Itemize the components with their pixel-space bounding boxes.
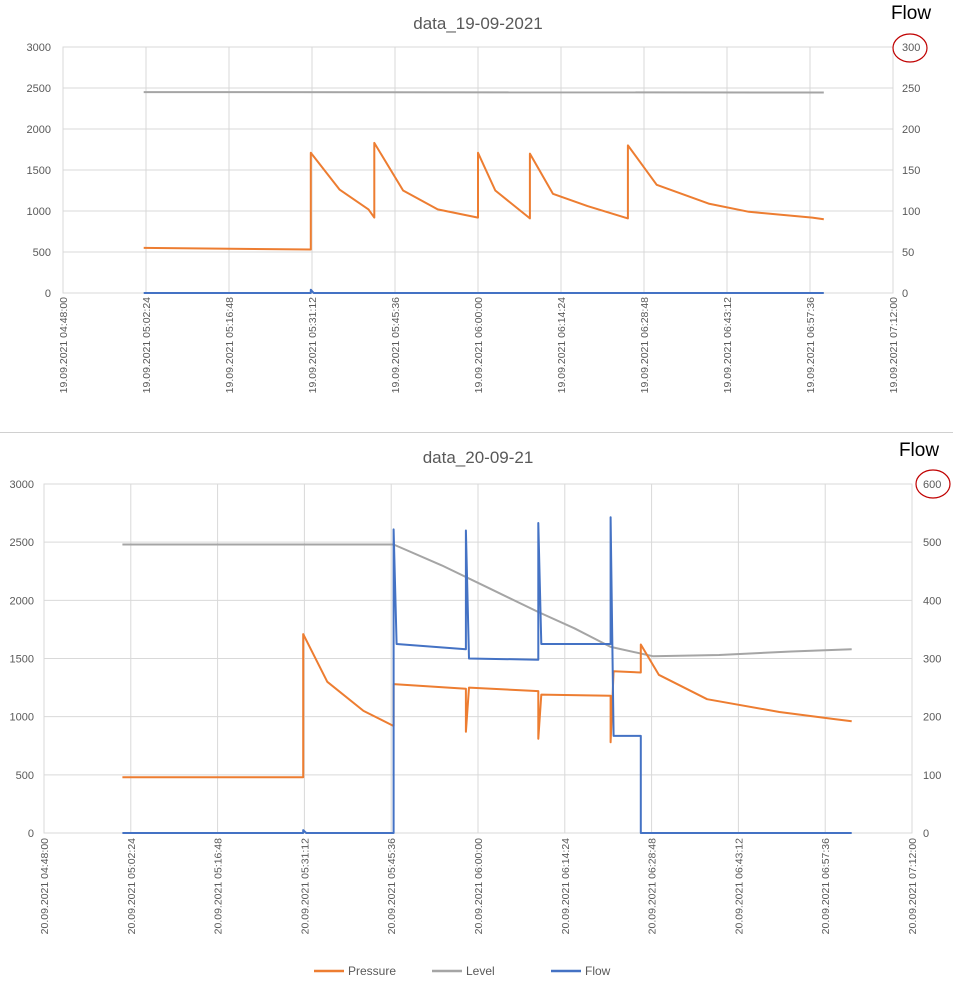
y-right-tick-label: 100 xyxy=(923,770,941,782)
x-tick-label: 19.09.2021 06:28:48 xyxy=(639,297,651,394)
x-tick-label: 19.09.2021 06:43:12 xyxy=(722,297,734,394)
y-right-tick-label: 600 xyxy=(923,479,941,491)
y-left-tick-label: 3000 xyxy=(10,479,34,491)
right-axis-title: Flow xyxy=(891,3,931,24)
x-tick-label: 19.09.2021 06:00:00 xyxy=(473,297,485,394)
y-left-tick-label: 500 xyxy=(16,770,34,782)
x-tick-label: 19.09.2021 05:16:48 xyxy=(224,297,236,394)
x-tick-label: 19.09.2021 05:02:24 xyxy=(141,297,153,394)
y-left-tick-label: 0 xyxy=(45,288,51,300)
legend-label-level: Level xyxy=(466,964,495,978)
series-line-pressure xyxy=(122,633,852,779)
y-right-tick-label: 100 xyxy=(902,206,920,218)
x-tick-label: 19.09.2021 05:45:36 xyxy=(390,297,402,394)
series-line-pressure xyxy=(143,141,824,251)
y-right-tick-label: 250 xyxy=(902,83,920,95)
y-right-tick-label: 200 xyxy=(923,712,941,724)
x-tick-label: 20.09.2021 05:31:12 xyxy=(299,838,311,935)
legend-label-flow: Flow xyxy=(585,964,611,978)
y-left-tick-label: 2500 xyxy=(10,537,34,549)
red-circle-annotation xyxy=(915,469,951,499)
y-right-tick-label: 200 xyxy=(902,124,920,136)
x-tick-label: 19.09.2021 06:57:36 xyxy=(805,297,817,394)
x-tick-label: 20.09.2021 05:02:24 xyxy=(126,838,138,935)
y-left-tick-label: 0 xyxy=(28,828,34,840)
y-left-tick-label: 2000 xyxy=(10,595,34,607)
y-left-tick-label: 500 xyxy=(33,247,51,259)
y-left-tick-label: 3000 xyxy=(27,42,51,54)
y-left-tick-label: 1000 xyxy=(27,206,51,218)
y-right-tick-label: 150 xyxy=(902,165,920,177)
x-tick-label: 20.09.2021 05:16:48 xyxy=(213,838,225,935)
chart-title: data_20-09-21 xyxy=(423,448,534,467)
x-tick-label: 19.09.2021 07:12:00 xyxy=(888,297,900,394)
series-line-flow xyxy=(143,288,824,294)
y-left-tick-label: 1000 xyxy=(10,712,34,724)
y-right-tick-label: 0 xyxy=(923,828,929,840)
y-right-tick-label: 50 xyxy=(902,247,914,259)
chart-2: data_20-09-21 Flow05001000150020002500300… xyxy=(10,440,951,978)
x-tick-label: 20.09.2021 05:45:36 xyxy=(386,838,398,935)
right-axis-title: Flow xyxy=(899,440,939,461)
x-tick-label: 20.09.2021 04:48:00 xyxy=(39,838,51,935)
y-right-tick-label: 400 xyxy=(923,595,941,607)
x-tick-label: 19.09.2021 06:14:24 xyxy=(556,297,568,394)
chart-title: data_19-09-2021 xyxy=(413,14,543,33)
x-tick-label: 20.09.2021 06:43:12 xyxy=(733,838,745,935)
y-left-tick-label: 1500 xyxy=(27,165,51,177)
x-tick-label: 20.09.2021 06:28:48 xyxy=(647,838,659,935)
y-right-tick-label: 300 xyxy=(923,654,941,666)
chart-1: data_19-09-2021 Flow050010001500200025003… xyxy=(27,3,932,393)
plot-area-border xyxy=(43,483,913,834)
x-tick-label: 20.09.2021 06:14:24 xyxy=(560,838,572,935)
x-tick-label: 20.09.2021 06:00:00 xyxy=(473,838,485,935)
x-tick-label: 20.09.2021 06:57:36 xyxy=(820,838,832,935)
x-tick-label: 20.09.2021 07:12:00 xyxy=(907,838,919,935)
x-tick-label: 19.09.2021 04:48:00 xyxy=(58,297,70,394)
series-line-level xyxy=(122,543,852,658)
x-tick-label: 19.09.2021 05:31:12 xyxy=(307,297,319,394)
series-line-flow xyxy=(122,516,852,834)
y-right-tick-label: 300 xyxy=(902,42,920,54)
y-left-tick-label: 2000 xyxy=(27,124,51,136)
legend: Pressure Level Flow xyxy=(314,964,611,978)
chart-divider xyxy=(0,432,953,433)
y-right-tick-label: 0 xyxy=(902,288,908,300)
y-left-tick-label: 2500 xyxy=(27,83,51,95)
red-circle-annotation xyxy=(892,33,928,63)
y-right-tick-label: 500 xyxy=(923,537,941,549)
y-left-tick-label: 1500 xyxy=(10,654,34,666)
legend-label-pressure: Pressure xyxy=(348,964,396,978)
